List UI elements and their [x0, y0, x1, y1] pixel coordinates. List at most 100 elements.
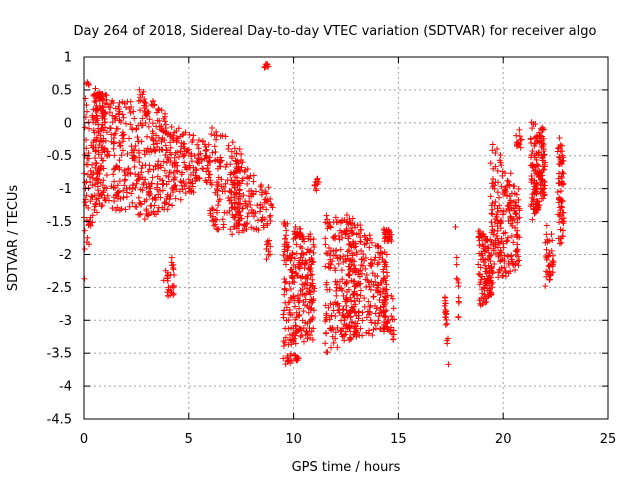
data-point [489, 183, 496, 190]
data-point [160, 158, 167, 165]
data-point [91, 98, 98, 105]
data-point [114, 163, 121, 170]
data-point [91, 91, 98, 98]
data-point [159, 204, 166, 211]
data-point [497, 159, 504, 166]
data-point [475, 270, 482, 277]
data-point [178, 143, 185, 150]
chart-title: Day 264 of 2018, Sidereal Day-to-day VTE… [74, 24, 597, 39]
data-point [119, 129, 126, 136]
data-point [494, 145, 501, 152]
data-point [366, 232, 373, 239]
data-point [283, 304, 290, 311]
data-point [559, 233, 566, 240]
data-point [489, 180, 496, 187]
data-point [283, 239, 290, 246]
data-point [543, 222, 550, 229]
data-point [154, 117, 161, 124]
data-point [172, 182, 179, 189]
data-point [209, 124, 216, 131]
data-point [124, 150, 131, 157]
data-point [507, 213, 514, 220]
data-point [314, 178, 321, 185]
data-point [148, 134, 155, 141]
data-point [154, 208, 161, 215]
data-point [231, 204, 238, 211]
data-point [336, 285, 343, 292]
data-point [112, 115, 119, 122]
data-point [303, 285, 310, 292]
data-point [558, 174, 565, 181]
data-point [126, 184, 133, 191]
data-point [111, 152, 118, 159]
data-point [299, 250, 306, 257]
data-point [372, 310, 379, 317]
data-point [370, 293, 377, 300]
data-point [556, 194, 563, 201]
data-point [135, 138, 142, 145]
data-point [308, 299, 315, 306]
data-point [300, 324, 307, 331]
data-point [308, 261, 315, 268]
data-point [358, 247, 365, 254]
data-point [130, 108, 137, 115]
data-point [91, 192, 98, 199]
data-point [323, 279, 330, 286]
data-point [208, 131, 215, 138]
data-point [453, 261, 460, 268]
data-point [494, 235, 501, 242]
data-point [295, 292, 302, 299]
data-point [259, 204, 266, 211]
data-point [173, 139, 180, 146]
data-point [192, 166, 199, 173]
data-point [347, 328, 354, 335]
data-point [299, 291, 306, 298]
data-point [501, 264, 508, 271]
data-point [141, 151, 148, 158]
data-point [325, 304, 332, 311]
data-point [188, 158, 195, 165]
data-point [123, 189, 130, 196]
data-point [98, 121, 105, 128]
data-point [338, 331, 345, 338]
data-point [510, 183, 517, 190]
data-point [189, 177, 196, 184]
data-point [250, 178, 257, 185]
data-point [292, 322, 299, 329]
data-point [543, 256, 550, 263]
data-point [375, 313, 382, 320]
data-point [207, 177, 214, 184]
data-point [235, 229, 242, 236]
data-point [155, 191, 162, 198]
data-point [100, 189, 107, 196]
data-point [144, 212, 151, 219]
data-point [330, 247, 337, 254]
data-point [533, 162, 540, 169]
data-point [91, 206, 98, 213]
data-point [197, 150, 204, 157]
data-point [293, 329, 300, 336]
data-point [489, 176, 496, 183]
data-point [150, 141, 157, 148]
data-point [366, 308, 373, 315]
data-point [509, 190, 516, 197]
data-point [308, 305, 315, 312]
data-point [235, 180, 242, 187]
data-point [141, 179, 148, 186]
data-point [289, 251, 296, 258]
data-point [353, 249, 360, 256]
data-point [357, 325, 364, 332]
data-point [113, 162, 120, 169]
data-point [95, 168, 102, 175]
data-point [508, 233, 515, 240]
data-point [366, 309, 373, 316]
data-point [263, 206, 270, 213]
data-point [239, 227, 246, 234]
data-point [83, 108, 90, 115]
data-point [154, 173, 161, 180]
data-point [111, 198, 118, 205]
data-point [126, 203, 133, 210]
data-point [533, 191, 540, 198]
data-point [280, 355, 287, 362]
data-point [338, 267, 345, 274]
